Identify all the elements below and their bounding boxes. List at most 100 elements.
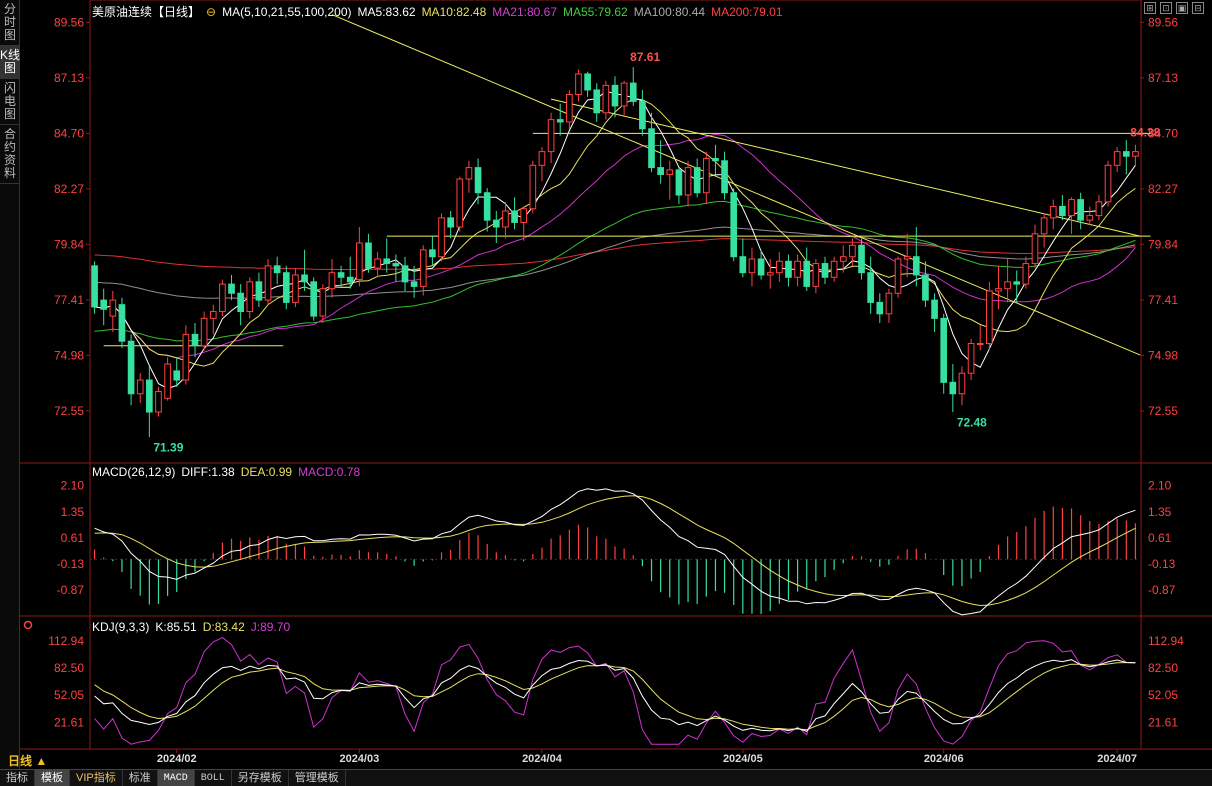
candle-body[interactable] [730,192,738,258]
candle-body[interactable] [1132,151,1139,157]
lock-icon[interactable]: ⊖ [206,5,217,19]
candle-body[interactable] [438,217,445,258]
candle-body[interactable] [100,299,108,310]
period-selector[interactable]: 日线 ▲ [8,754,48,768]
candle-body[interactable] [547,119,555,153]
candle-body[interactable] [794,260,801,278]
candle-body[interactable] [191,333,199,347]
candle-body[interactable] [931,299,938,319]
candle-body[interactable] [995,288,1002,292]
candle-body[interactable] [958,372,966,395]
candle-body[interactable] [538,151,546,166]
candle-body[interactable] [520,208,528,223]
candle-body[interactable] [237,292,244,313]
minimize-icon[interactable]: ⊟ [1192,2,1204,14]
candle-body[interactable] [182,333,190,381]
candle-body[interactable] [821,263,829,278]
candle-body[interactable] [1059,205,1066,217]
candle-body[interactable] [383,258,391,265]
candle-body[interactable] [986,290,993,345]
candle-body[interactable] [410,281,418,287]
candle-body[interactable] [584,73,591,91]
candle-body[interactable] [885,292,893,315]
candle-body[interactable] [155,390,162,413]
candle-body[interactable] [456,178,464,228]
candle-body[interactable] [492,219,500,228]
maximize-icon[interactable]: ▣ [1176,2,1188,14]
candle-body[interactable] [392,263,400,267]
candle-body[interactable] [246,281,254,313]
candle-body[interactable] [419,249,427,287]
bottom-tab-2[interactable]: VIP指标 [70,770,123,786]
candle-body[interactable] [766,272,774,276]
candle-body[interactable] [337,272,345,278]
sidebar-tab-flash[interactable]: 闪电图 [0,79,20,125]
candle-body[interactable] [465,167,473,180]
candle-body[interactable] [894,258,902,294]
candle-body[interactable] [812,263,820,287]
candle-body[interactable] [136,379,144,395]
candle-body[interactable] [1013,281,1021,285]
candle-body[interactable] [292,274,299,303]
candle-body[interactable] [529,164,537,210]
candle-body[interactable] [1022,263,1030,285]
candle-body[interactable] [146,379,153,413]
candle-body[interactable] [328,272,336,290]
candle-body[interactable] [976,343,984,346]
candle-body[interactable] [429,249,436,258]
candle-body[interactable] [776,260,783,274]
candle-body[interactable] [365,242,372,269]
candle-body[interactable] [949,381,957,395]
sidebar-tab-timeshare[interactable]: 分时图 [0,0,20,46]
candle-body[interactable] [575,73,582,96]
bottom-tab-0[interactable]: 指标 [0,770,35,786]
bottom-tab-5[interactable]: BOLL [195,770,232,786]
candle-body[interactable] [629,82,637,102]
candle-body[interactable] [511,210,518,223]
chart-area[interactable]: 89.56 89.56 87.13 87.13 84.70 84.70 82.27 82.27… [20,0,1212,769]
trend-line[interactable] [550,98,1141,237]
candle-body[interactable] [684,167,692,196]
candle-body[interactable] [666,169,674,175]
bottom-tab-1[interactable]: 模板 [35,770,70,786]
candle-body[interactable] [255,281,263,301]
candle-body[interactable] [219,283,226,313]
candle-body[interactable] [474,167,482,194]
candle-body[interactable] [648,128,655,169]
candle-body[interactable] [1049,205,1057,219]
candle-body[interactable] [1040,217,1048,235]
candle-body[interactable] [319,288,327,317]
candle-body[interactable] [748,258,756,274]
candle-body[interactable] [1068,199,1075,217]
settings-icon[interactable] [23,620,33,630]
candle-body[interactable] [356,242,363,281]
candle-body[interactable] [447,217,454,228]
sidebar-tab-kline[interactable]: K线图 [0,46,20,79]
candle-body[interactable] [556,119,564,123]
candle-body[interactable] [657,167,664,175]
candle-body[interactable] [867,272,874,303]
candle-body[interactable] [839,256,847,262]
sidebar-tab-contract-info[interactable]: 合约资料 [0,125,20,184]
candle-body[interactable] [912,256,920,276]
candle-body[interactable] [1077,199,1084,221]
candle-body[interactable] [209,311,217,319]
candle-body[interactable] [346,276,354,283]
candle-body[interactable] [1031,233,1039,265]
candle-body[interactable] [109,299,117,317]
candle-body[interactable] [757,258,765,276]
candle-body[interactable] [310,281,318,317]
candle-body[interactable] [401,265,409,283]
candle-body[interactable] [483,192,491,221]
candle-body[interactable] [264,265,272,301]
candle-body[interactable] [602,84,610,114]
bottom-tab-6[interactable]: 另存模板 [232,770,289,786]
trend-line[interactable] [331,14,1141,356]
candle-body[interactable] [173,370,181,381]
candle-body[interactable] [803,260,811,287]
candle-body[interactable] [693,167,701,194]
bottom-tab-3[interactable]: 标准 [123,770,158,786]
candle-body[interactable] [593,89,601,114]
candle-body[interactable] [940,317,948,383]
candle-body[interactable] [1122,151,1130,157]
